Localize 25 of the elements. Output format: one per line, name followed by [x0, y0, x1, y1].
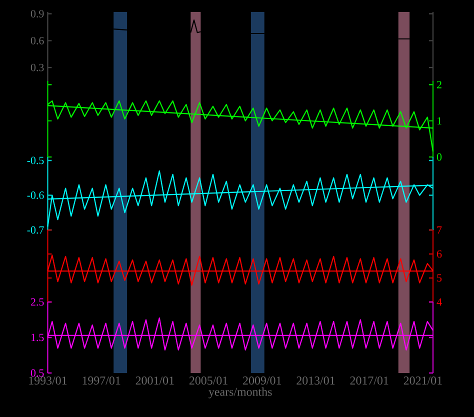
y-tick-label: 0.5 [30, 369, 44, 377]
y-tick-label: 0.6 [30, 36, 44, 44]
y-tick-label: 0.9 [30, 10, 44, 18]
y-tick-label: 2.5 [30, 298, 44, 306]
x-tick-label: 1997/01 [82, 376, 120, 385]
y2-tick-label: 0 [436, 153, 442, 161]
y-tick-label: 0.3 [30, 64, 44, 72]
x-tick-label: 2005/01 [189, 376, 228, 385]
x-tick-label: 2017/01 [350, 376, 388, 385]
x-tick-label: 2001/01 [136, 376, 174, 385]
x-tick-label: 1993/01 [29, 376, 67, 385]
y-tick-label: -0.7 [27, 226, 44, 234]
x-tick-label: 2009/01 [243, 376, 282, 385]
y2-tick-label: 7 [437, 226, 442, 234]
y2-tick-label: 4 [436, 298, 442, 306]
y2-tick-label: 2 [437, 80, 442, 88]
x-tick-label: 2013/01 [296, 376, 335, 385]
y-tick-label: -0.6 [27, 192, 44, 199]
x-axis-title: years/months [208, 387, 272, 398]
y-tick-label: 1.5 [31, 334, 44, 342]
y2-tick-label: 5 [437, 274, 442, 282]
y-tick-label: -0.5 [27, 156, 44, 164]
y2-tick-label: 1 [437, 117, 442, 124]
x-tick-label: 2021/01 [404, 376, 442, 385]
y2-tick-label: 6 [436, 250, 442, 258]
